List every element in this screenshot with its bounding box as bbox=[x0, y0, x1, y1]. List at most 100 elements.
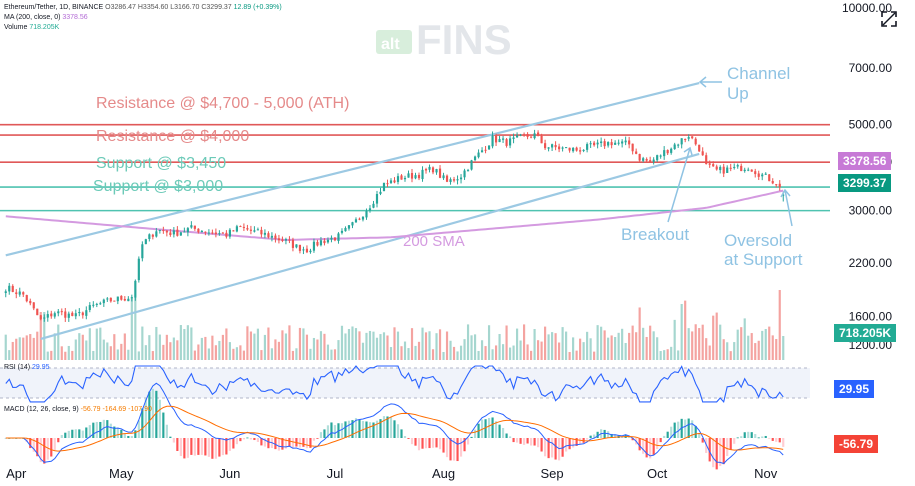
volume-bar bbox=[172, 337, 175, 360]
volume-bar bbox=[484, 346, 487, 360]
candle-body bbox=[617, 142, 620, 144]
candle-body bbox=[705, 155, 708, 165]
volume-bar bbox=[123, 333, 126, 360]
macd-histogram-bar bbox=[501, 427, 505, 438]
annotation-channel-line1: Channel bbox=[727, 64, 790, 83]
volume-bar bbox=[64, 351, 67, 360]
volume-bar bbox=[221, 334, 224, 360]
candle-body bbox=[25, 295, 28, 302]
macd-histogram-bar bbox=[221, 438, 224, 456]
macd-histogram-bar bbox=[305, 438, 309, 449]
macd-histogram-bar bbox=[701, 438, 704, 443]
volume-bar bbox=[358, 331, 361, 360]
candle-body bbox=[326, 239, 330, 243]
candle-body bbox=[162, 230, 165, 232]
macd-histogram-bar bbox=[382, 416, 386, 438]
volume-bar bbox=[494, 345, 498, 360]
candle-body bbox=[137, 258, 140, 281]
volume-bar bbox=[260, 350, 263, 360]
volume-bar bbox=[57, 324, 60, 360]
candle-body bbox=[113, 300, 116, 302]
volume-bar bbox=[242, 350, 245, 360]
macd-histogram-bar bbox=[249, 438, 252, 440]
candle-body bbox=[530, 136, 533, 138]
candle-body bbox=[18, 291, 21, 295]
candle-body bbox=[687, 137, 690, 139]
macd-histogram-bar bbox=[428, 438, 431, 449]
macd-histogram-bar bbox=[211, 438, 214, 459]
macd-histogram-bar bbox=[684, 419, 687, 438]
volume-bar bbox=[407, 348, 410, 360]
volume-bar bbox=[326, 344, 330, 360]
annotation-support-3450: Support @ $3,450 bbox=[96, 155, 226, 172]
macd-histogram-bar bbox=[354, 418, 358, 438]
rsi-label: RSI (14) bbox=[4, 364, 31, 371]
volume-bar bbox=[92, 350, 95, 360]
volume-bar bbox=[351, 326, 354, 360]
macd-histogram-bar bbox=[463, 438, 466, 452]
candle-body bbox=[537, 132, 540, 136]
macd-histogram-bar bbox=[326, 425, 330, 438]
candle-body bbox=[519, 134, 522, 136]
candle-body bbox=[480, 150, 484, 153]
volume-bar bbox=[558, 342, 561, 360]
volume-bar bbox=[99, 327, 102, 360]
volume-bar bbox=[586, 331, 589, 360]
volume-bar bbox=[554, 333, 557, 360]
macd-histogram-bar bbox=[151, 388, 154, 438]
volume-bar bbox=[382, 332, 386, 360]
volume-bar bbox=[4, 334, 7, 360]
macd-histogram-bar bbox=[396, 424, 400, 438]
candle-body bbox=[127, 298, 130, 302]
macd-histogram-bar bbox=[95, 421, 98, 438]
candle-body bbox=[88, 305, 91, 310]
candle-body bbox=[85, 310, 88, 316]
y-tick-label: 2200.00 bbox=[849, 256, 893, 270]
volume-bar bbox=[344, 333, 347, 360]
macd-histogram-bar bbox=[530, 438, 533, 446]
macd-histogram-bar bbox=[736, 437, 739, 439]
macd-histogram-bar bbox=[389, 417, 393, 438]
volume-bar bbox=[782, 336, 785, 360]
volume-badge: 718.205K bbox=[834, 324, 897, 342]
volume-bar bbox=[330, 349, 333, 360]
volume-bar bbox=[508, 347, 512, 360]
macd-histogram-bar bbox=[778, 438, 781, 443]
candle-body bbox=[288, 239, 291, 241]
volume-bar bbox=[663, 350, 666, 360]
volume-bar bbox=[565, 331, 568, 360]
volume-bar bbox=[190, 327, 193, 360]
macd-legend: MACD (12, 26, close, 9) -56.79 -164.69 -… bbox=[4, 406, 152, 413]
macd-histogram-bar bbox=[589, 435, 592, 438]
annotation-breakout: Breakout bbox=[621, 225, 689, 244]
macd-label: MACD (12, 26, close, 9) bbox=[4, 406, 79, 413]
volume-bar bbox=[85, 340, 88, 360]
candle-body bbox=[512, 137, 515, 139]
macd-histogram-bar bbox=[593, 434, 596, 438]
macd-histogram-bar bbox=[666, 431, 669, 438]
candle-body bbox=[379, 191, 382, 194]
candle-body bbox=[242, 226, 245, 228]
macd-histogram-bar bbox=[85, 427, 88, 438]
macd-histogram-bar bbox=[260, 438, 263, 446]
candle-body bbox=[15, 292, 18, 295]
macd-histogram-bar bbox=[29, 438, 32, 449]
volume-bar bbox=[151, 351, 154, 360]
volume-bar bbox=[519, 340, 522, 360]
macd-histogram-bar bbox=[487, 418, 491, 438]
volume-bar bbox=[480, 340, 484, 360]
macd-histogram-bar bbox=[32, 438, 35, 452]
volume-bar bbox=[365, 332, 368, 360]
rsi-legend: RSI (14) 29.95 bbox=[4, 364, 50, 371]
volume-bar bbox=[572, 337, 575, 360]
macd-histogram-bar bbox=[81, 430, 84, 438]
macd-histogram-bar bbox=[757, 437, 760, 439]
volume-bar bbox=[298, 327, 302, 360]
volume-bar bbox=[694, 324, 697, 360]
fullscreen-icon[interactable] bbox=[880, 10, 898, 28]
volume-bar bbox=[211, 335, 214, 360]
candle-body bbox=[4, 291, 7, 294]
candle-body bbox=[463, 170, 466, 178]
volume-bar bbox=[530, 350, 533, 360]
volume-bar bbox=[582, 342, 585, 360]
